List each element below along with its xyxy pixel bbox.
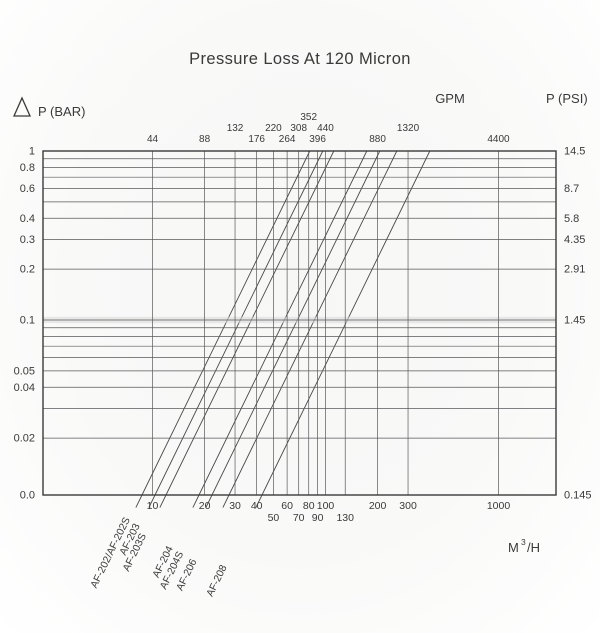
svg-text:/H: /H <box>527 540 540 555</box>
svg-text:0.4: 0.4 <box>20 213 35 225</box>
svg-text:60: 60 <box>281 500 293 512</box>
svg-text:30: 30 <box>229 500 241 512</box>
svg-text:20: 20 <box>199 500 211 512</box>
svg-text:GPM: GPM <box>435 91 465 106</box>
svg-text:40: 40 <box>251 500 263 512</box>
svg-text:70: 70 <box>293 512 305 524</box>
svg-text:176: 176 <box>248 134 265 145</box>
svg-text:200: 200 <box>369 500 387 512</box>
svg-text:1000: 1000 <box>487 500 511 512</box>
svg-text:440: 440 <box>317 123 334 134</box>
svg-text:220: 220 <box>265 123 282 134</box>
svg-text:8.7: 8.7 <box>564 183 579 195</box>
svg-text:264: 264 <box>279 134 296 145</box>
svg-text:80: 80 <box>303 500 315 512</box>
svg-text:0.8: 0.8 <box>20 162 35 174</box>
svg-text:396: 396 <box>309 134 326 145</box>
svg-text:0.2: 0.2 <box>20 264 35 276</box>
svg-text:300: 300 <box>399 500 417 512</box>
svg-text:14.5: 14.5 <box>564 146 585 158</box>
svg-text:P (PSI): P (PSI) <box>546 91 588 106</box>
svg-text:352: 352 <box>300 112 317 123</box>
svg-text:1.45: 1.45 <box>564 315 585 327</box>
svg-text:0.04: 0.04 <box>14 382 35 394</box>
svg-text:3: 3 <box>521 537 526 547</box>
svg-text:0.6: 0.6 <box>20 183 35 195</box>
svg-text:M: M <box>508 540 519 555</box>
svg-text:880: 880 <box>369 134 386 145</box>
svg-text:10: 10 <box>147 500 159 512</box>
svg-text:4.35: 4.35 <box>564 234 585 246</box>
svg-text:88: 88 <box>199 134 211 145</box>
svg-text:90: 90 <box>312 512 324 524</box>
svg-text:2.91: 2.91 <box>564 264 585 276</box>
svg-text:0.0: 0.0 <box>20 490 35 502</box>
svg-text:0.05: 0.05 <box>14 365 35 377</box>
svg-text:132: 132 <box>227 123 244 134</box>
svg-text:1320: 1320 <box>397 123 420 134</box>
svg-text:100: 100 <box>317 500 335 512</box>
svg-text:0.02: 0.02 <box>14 433 35 445</box>
svg-text:AF-208: AF-208 <box>205 563 230 598</box>
svg-text:308: 308 <box>290 123 307 134</box>
svg-text:130: 130 <box>336 512 354 524</box>
svg-text:0.1: 0.1 <box>20 315 35 327</box>
svg-text:1: 1 <box>29 146 35 158</box>
svg-text:0.145: 0.145 <box>564 490 592 502</box>
svg-text:P (BAR): P (BAR) <box>38 104 85 119</box>
svg-text:0.3: 0.3 <box>20 234 35 246</box>
svg-text:4400: 4400 <box>487 134 510 145</box>
svg-text:50: 50 <box>268 512 280 524</box>
svg-text:5.8: 5.8 <box>564 213 579 225</box>
svg-text:44: 44 <box>147 134 159 145</box>
